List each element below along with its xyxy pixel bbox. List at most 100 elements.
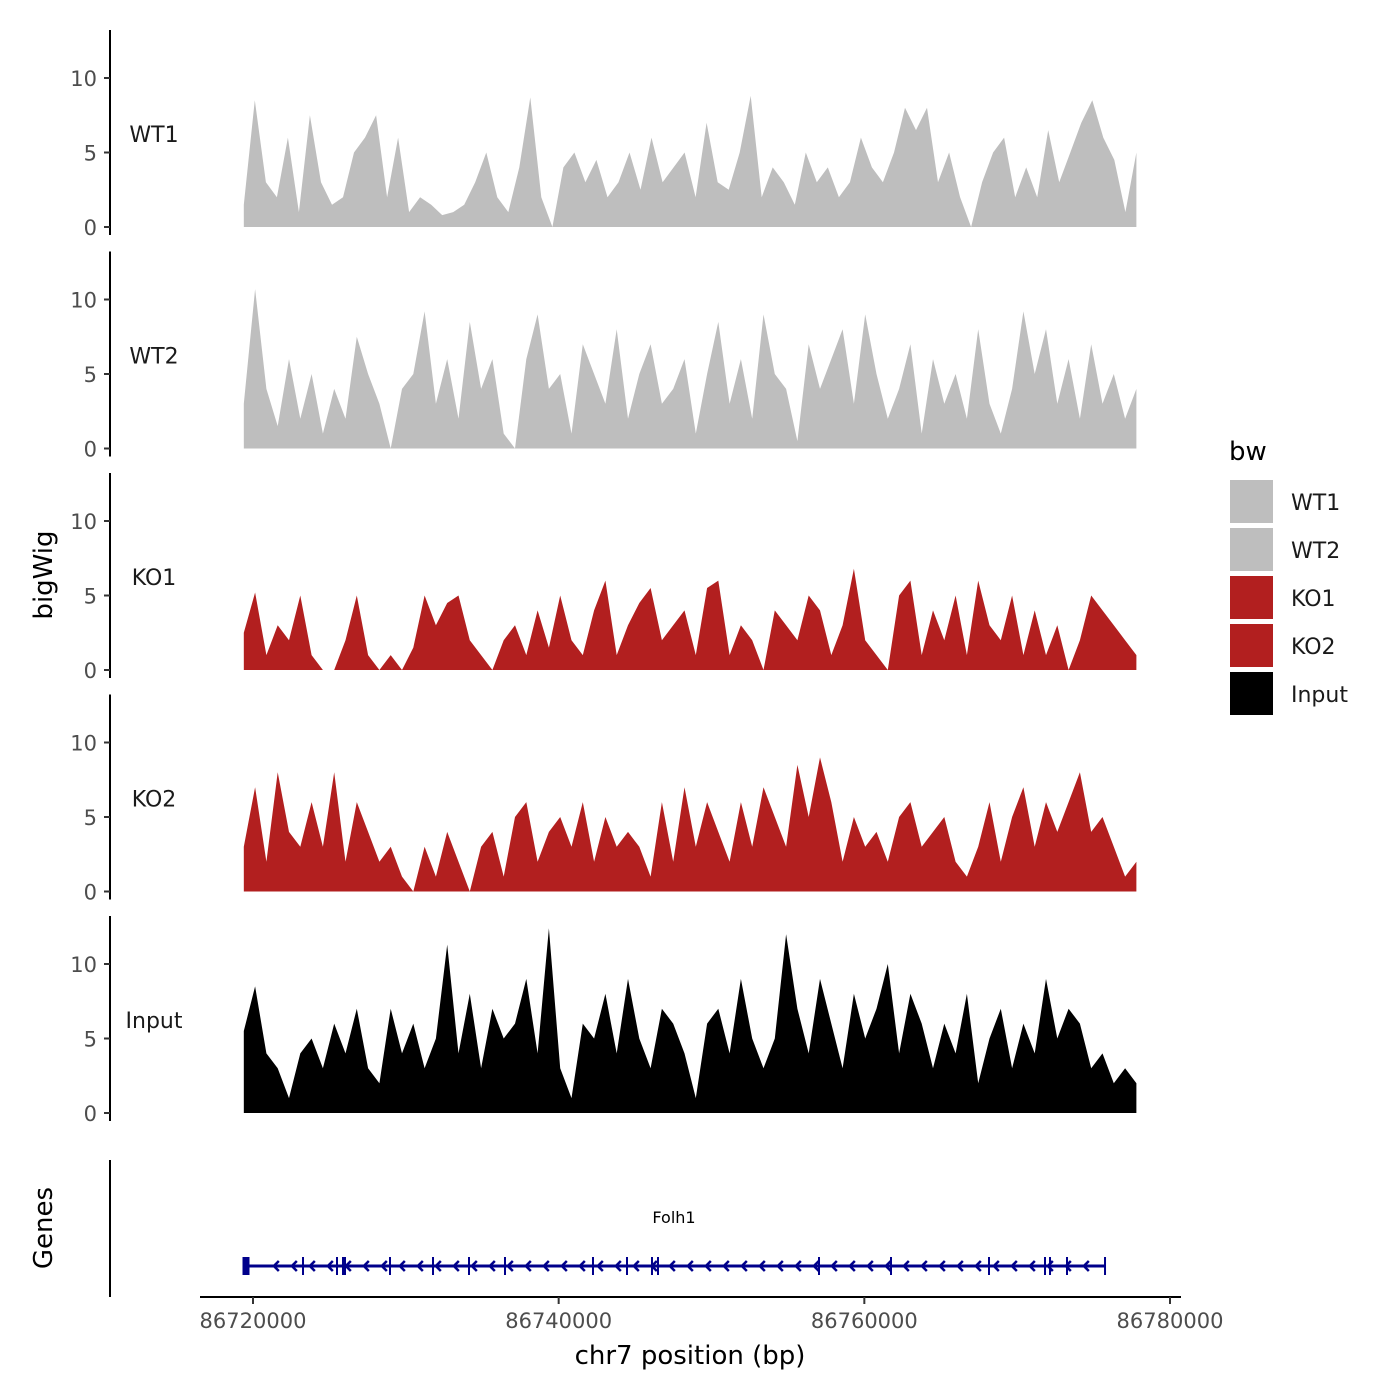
strand-arrow-icon: [1064, 1260, 1072, 1272]
y-tick-label: 0: [84, 1102, 97, 1126]
y-tick-label: 10: [70, 289, 97, 313]
strand-arrow-icon: [542, 1260, 550, 1272]
y-tick-label: 5: [84, 363, 97, 387]
signal-area-ko1: [243, 568, 1137, 670]
x-tick-label: 86720000: [200, 1309, 307, 1333]
signal-area-wt1: [243, 95, 1137, 228]
gene-exon: [818, 1257, 821, 1275]
strand-arrow-icon: [686, 1260, 694, 1272]
track-label: KO2: [132, 788, 177, 813]
strand-arrow-icon: [290, 1260, 298, 1272]
strand-arrow-icon: [740, 1260, 748, 1272]
gene-model: [242, 1257, 1107, 1275]
x-axis-title: chr7 position (bp): [575, 1341, 806, 1371]
legend-label: KO2: [1291, 635, 1336, 660]
strand-arrow-icon: [758, 1260, 766, 1272]
track-panel-ko1: 0 5 10 KO1: [70, 473, 1137, 683]
gene-exon: [591, 1257, 594, 1275]
legend-label: WT2: [1291, 539, 1340, 564]
track-panel-wt1: 0 5 10 WT1: [70, 30, 1137, 240]
y-axis-title: bigWig: [29, 530, 59, 619]
signal-area-ko2: [243, 757, 1137, 892]
strand-arrow-icon: [956, 1260, 964, 1272]
y-tick-label: 10: [70, 67, 97, 91]
gene-label: Folh1: [652, 1208, 695, 1227]
strand-arrow-icon: [272, 1260, 280, 1272]
strand-arrow-icon: [1046, 1260, 1054, 1272]
track-label: WT2: [129, 345, 178, 370]
gene-exon: [987, 1257, 990, 1275]
strand-arrow-icon: [506, 1260, 514, 1272]
strand-arrow-icon: [1082, 1260, 1090, 1272]
y-tick-label: 10: [70, 510, 97, 534]
gene-exon: [341, 1257, 346, 1275]
y-tick-label: 0: [84, 216, 97, 240]
x-tick-label: 86780000: [1117, 1309, 1224, 1333]
strand-arrow-icon: [704, 1260, 712, 1272]
legend-key-input: [1230, 672, 1273, 715]
strand-arrow-icon: [722, 1260, 730, 1272]
track-label: WT1: [129, 123, 178, 148]
strand-arrow-icon: [938, 1260, 946, 1272]
strand-arrow-icon: [830, 1260, 838, 1272]
legend-key-ko1: [1230, 576, 1273, 619]
strand-arrow-icon: [362, 1260, 370, 1272]
strand-arrow-icon: [974, 1260, 982, 1272]
strand-arrow-icon: [596, 1260, 604, 1272]
track-panel-ko2: 0 5 10 KO2: [70, 694, 1137, 905]
y-tick-label: 0: [84, 438, 97, 462]
strand-arrow-icon: [1028, 1260, 1036, 1272]
strand-arrow-icon: [560, 1260, 568, 1272]
legend-label: WT1: [1291, 491, 1340, 516]
track-label: Input: [126, 1009, 183, 1034]
strand-arrow-icon: [920, 1260, 928, 1272]
track-label: KO1: [132, 566, 177, 591]
gene-exon: [1066, 1257, 1069, 1275]
legend-title: bw: [1229, 437, 1267, 467]
strand-arrow-icon: [992, 1260, 1000, 1272]
strand-arrow-icon: [416, 1260, 424, 1272]
gene-exon: [1043, 1257, 1046, 1275]
strand-arrow-icon: [434, 1260, 442, 1272]
signal-area-wt2: [243, 289, 1137, 449]
strand-arrow-icon: [1010, 1260, 1018, 1272]
strand-arrow-icon: [326, 1260, 334, 1272]
legend: bw WT1 WT2 KO1 KO2 Input: [1229, 437, 1348, 715]
strand-arrow-icon: [776, 1260, 784, 1272]
strand-arrow-icon: [668, 1260, 676, 1272]
gene-exon: [503, 1257, 506, 1275]
strand-arrow-icon: [488, 1260, 496, 1272]
y-tick-label: 5: [84, 142, 97, 166]
gene-exon: [467, 1257, 470, 1275]
strand-arrow-icon: [614, 1260, 622, 1272]
legend-key-ko2: [1230, 624, 1273, 667]
strand-arrow-icon: [848, 1260, 856, 1272]
legend-key-wt2: [1230, 528, 1273, 571]
strand-arrow-icon: [578, 1260, 586, 1272]
strand-arrow-icon: [398, 1260, 406, 1272]
gene-exon: [302, 1257, 305, 1275]
strand-arrow-icon: [470, 1260, 478, 1272]
x-tick-label: 86740000: [505, 1309, 612, 1333]
gene-exon: [656, 1257, 659, 1275]
x-tick-label: 86760000: [811, 1309, 918, 1333]
gene-exon: [432, 1257, 435, 1275]
legend-label: KO1: [1291, 587, 1336, 612]
gene-exon: [1104, 1257, 1107, 1275]
y-tick-label: 5: [84, 585, 97, 609]
gene-exon: [242, 1257, 250, 1275]
y-tick-label: 5: [84, 806, 97, 830]
strand-arrow-icon: [524, 1260, 532, 1272]
strand-arrow-icon: [884, 1260, 892, 1272]
strand-arrow-icon: [794, 1260, 802, 1272]
legend-label: Input: [1291, 683, 1348, 708]
gene-exon: [625, 1257, 628, 1275]
y-tick-label: 0: [84, 659, 97, 683]
x-axis: 86720000 86740000 86760000 86780000: [200, 1296, 1224, 1333]
gene-exon: [650, 1257, 653, 1275]
track-panel-input: 0 5 10 Input: [70, 916, 1137, 1126]
genes-panel: Genes Folh1: [29, 1160, 1107, 1297]
y-tick-label: 5: [84, 1028, 97, 1052]
genes-axis-title: Genes: [29, 1187, 59, 1269]
